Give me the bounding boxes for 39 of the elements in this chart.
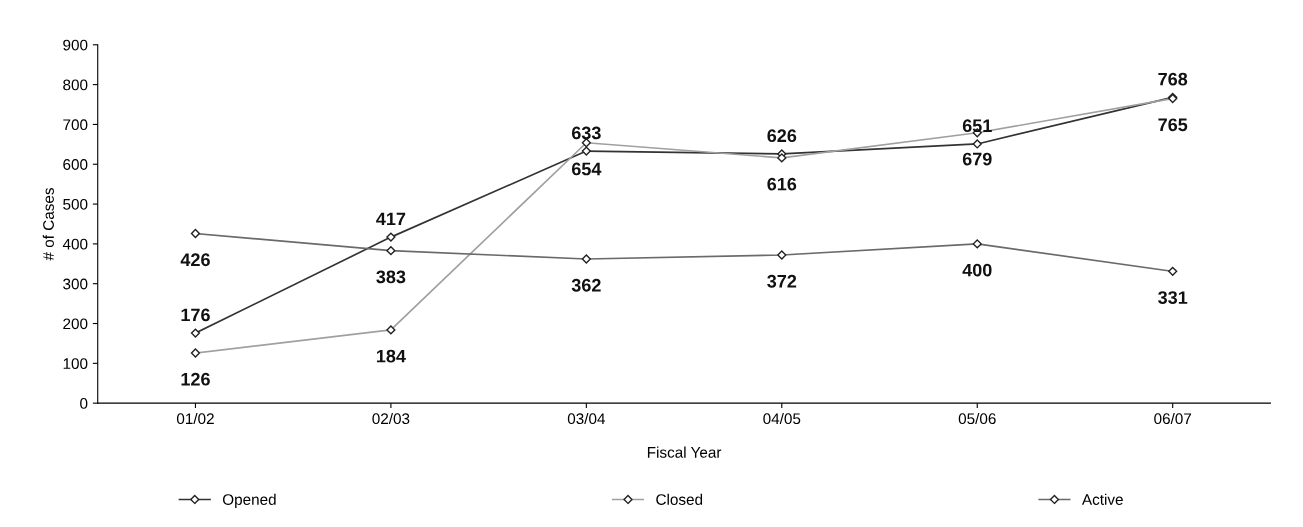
data-label: 768 bbox=[1158, 72, 1188, 86]
data-label: 184 bbox=[376, 349, 406, 363]
data-label: 654 bbox=[571, 162, 602, 176]
y-tick-label: 800 bbox=[63, 79, 88, 91]
legend-label: Active bbox=[1081, 493, 1123, 505]
data-label: 765 bbox=[1158, 118, 1188, 132]
y-tick-label: 400 bbox=[62, 238, 88, 250]
y-tick-label: 500 bbox=[63, 198, 88, 210]
y-tick-label: 700 bbox=[63, 119, 88, 131]
y-tick-label: 300 bbox=[63, 278, 88, 290]
x-tick-label: 01/02 bbox=[176, 412, 214, 425]
data-label: 176 bbox=[181, 308, 210, 322]
data-label: 126 bbox=[181, 372, 210, 386]
y-tick-label: 600 bbox=[63, 159, 88, 170]
x-tick-label: 03/04 bbox=[567, 412, 606, 425]
data-label: 331 bbox=[1158, 291, 1188, 305]
data-label: 362 bbox=[571, 278, 601, 292]
data-label: 626 bbox=[767, 129, 797, 143]
y-axis-title: # of Cases bbox=[42, 188, 54, 261]
data-label: 372 bbox=[767, 274, 797, 288]
data-label: 651 bbox=[962, 119, 992, 133]
x-axis-title: Fiscal Year bbox=[647, 446, 722, 458]
data-label: 383 bbox=[376, 270, 406, 284]
x-tick-label: 06/07 bbox=[1154, 412, 1192, 425]
x-tick-label: 04/05 bbox=[763, 412, 801, 425]
y-tick-label: 0 bbox=[80, 398, 88, 409]
y-tick-label: 900 bbox=[63, 39, 88, 51]
data-label: 633 bbox=[571, 126, 601, 140]
data-label: 679 bbox=[962, 152, 992, 166]
x-tick-label: 02/03 bbox=[372, 412, 410, 425]
data-label: 417 bbox=[376, 212, 406, 226]
data-label: 616 bbox=[767, 177, 797, 191]
y-tick-label: 200 bbox=[63, 318, 88, 330]
x-tick-label: 05/06 bbox=[958, 412, 996, 425]
data-label: 426 bbox=[180, 253, 210, 267]
legend-label: Opened bbox=[222, 493, 276, 508]
legend-label: Closed bbox=[656, 493, 703, 505]
y-tick-label: 100 bbox=[63, 358, 88, 370]
data-label: 400 bbox=[962, 263, 992, 277]
